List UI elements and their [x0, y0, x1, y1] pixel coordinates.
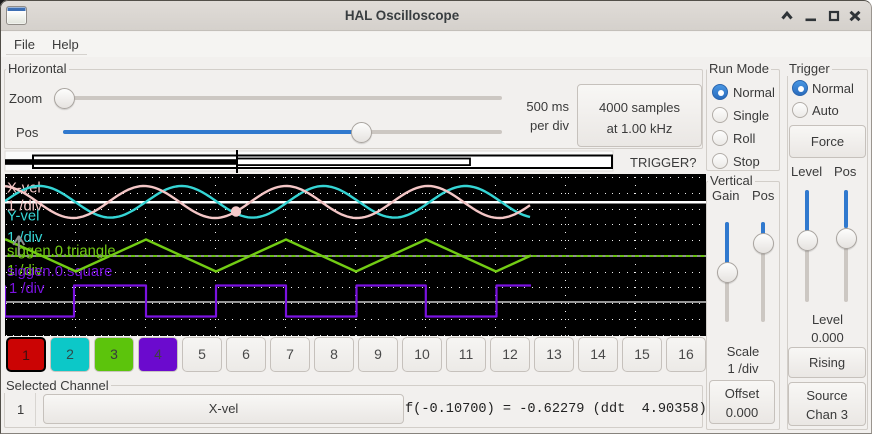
svg-text:siggen.0.square: siggen.0.square — [7, 264, 112, 280]
svg-text:1 /div: 1 /div — [7, 263, 43, 279]
svg-text:1 /div: 1 /div — [9, 281, 45, 297]
svg-text:siggen.0.triangle: siggen.0.triangle — [7, 243, 116, 259]
svg-text:1 /div: 1 /div — [7, 199, 43, 215]
svg-text:Y-vel: Y-vel — [7, 208, 39, 224]
